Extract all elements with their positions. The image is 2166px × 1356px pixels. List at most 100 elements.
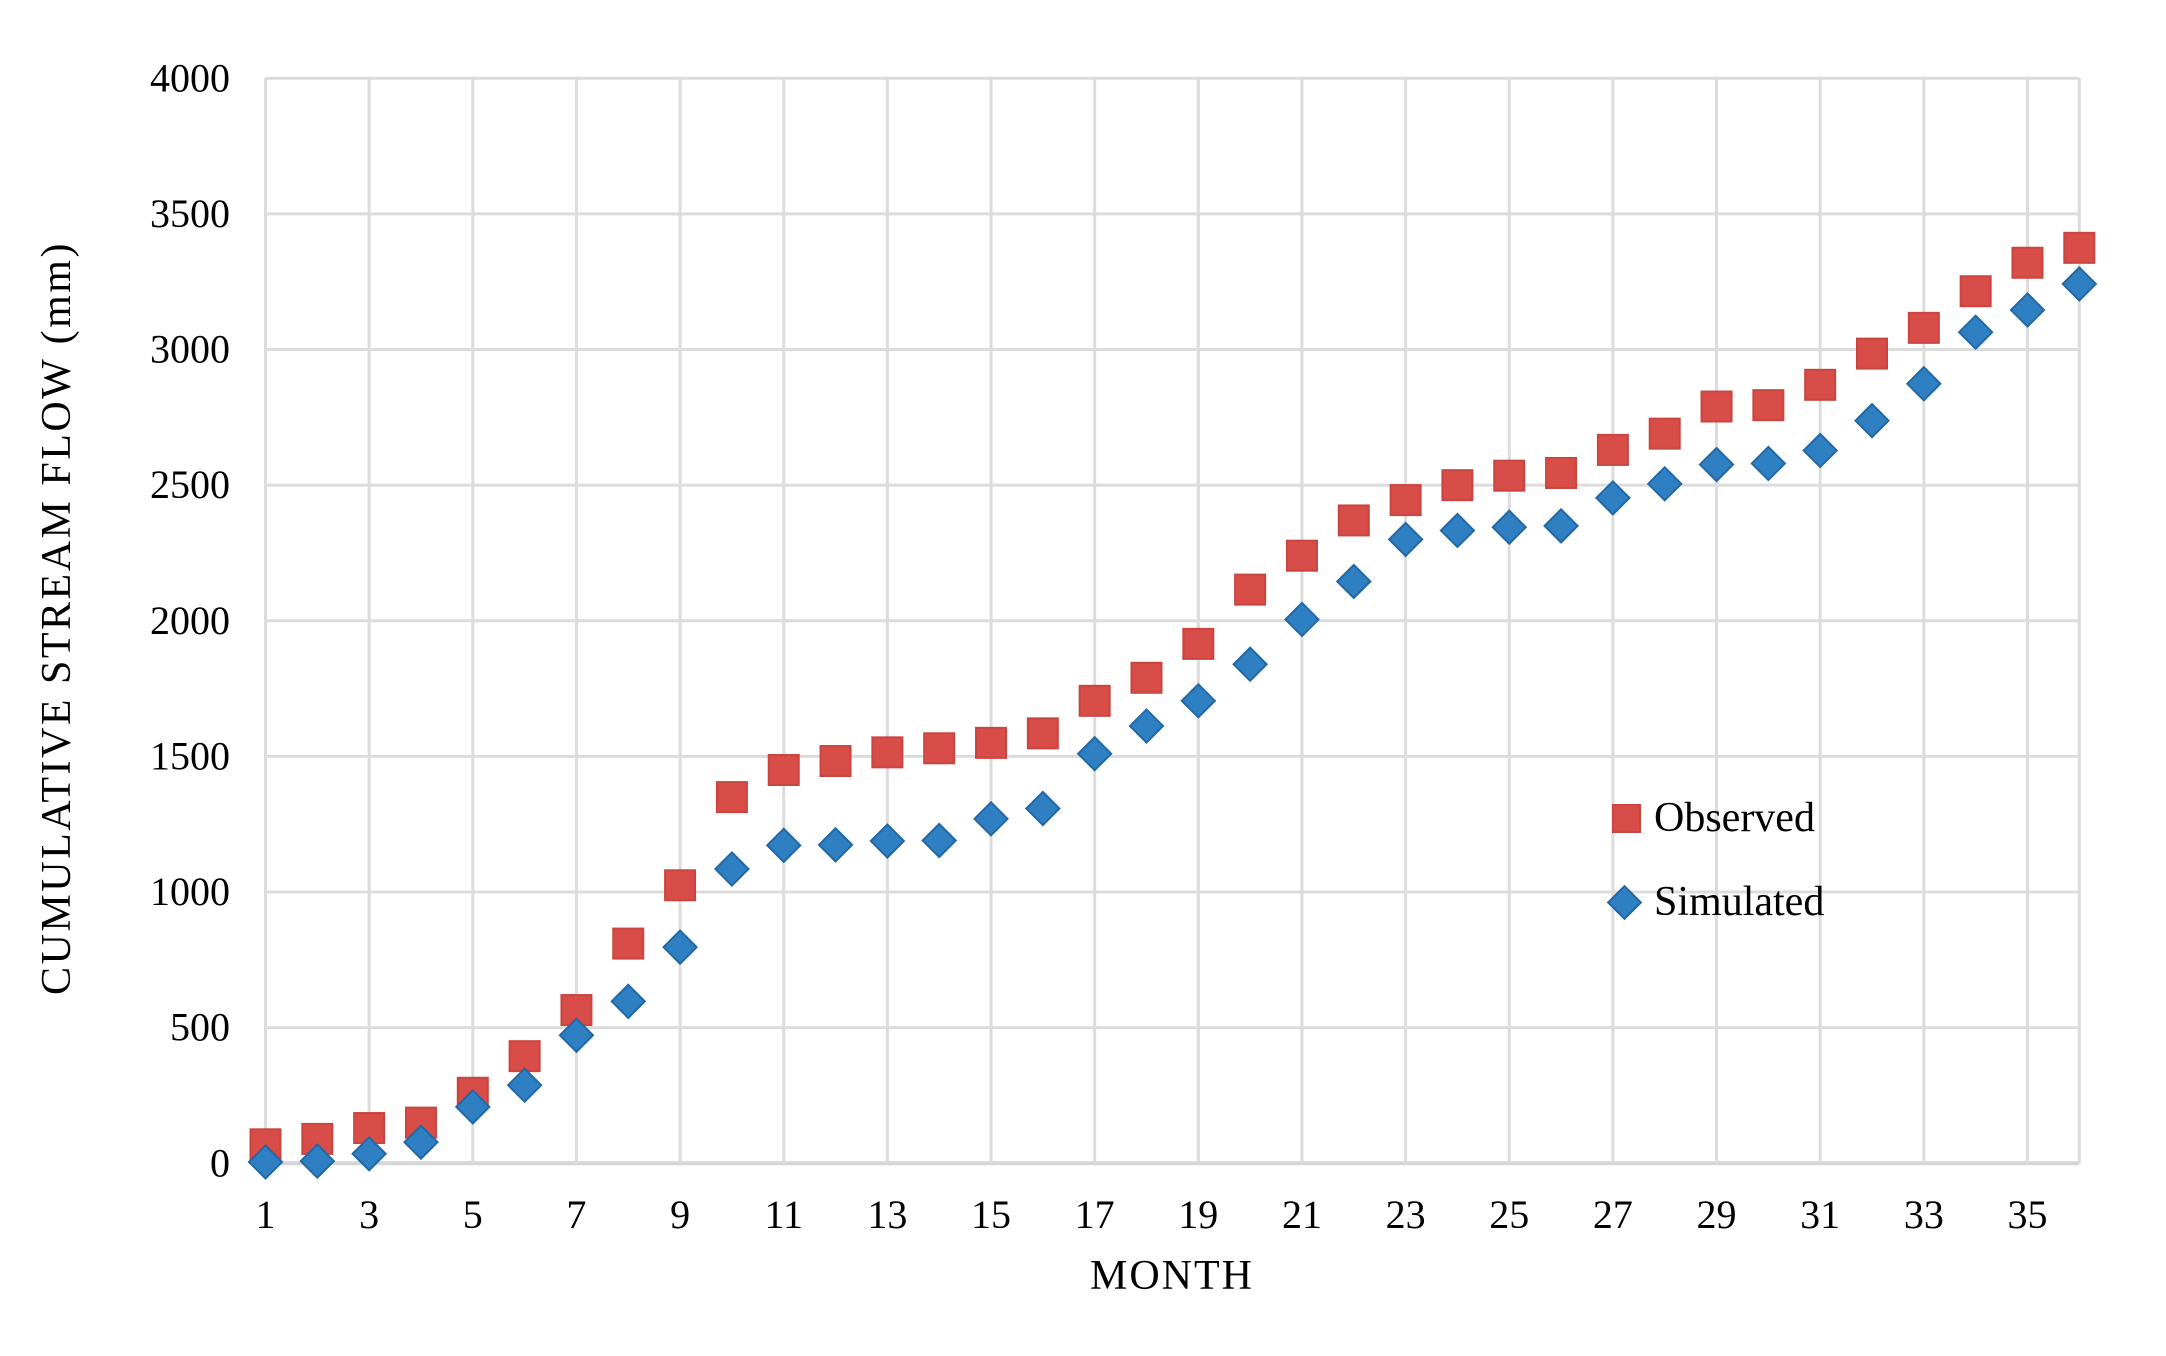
simulated-point [1128, 708, 1165, 745]
legend-marker-box [1612, 803, 1646, 833]
y-tick-label: 1000 [150, 869, 230, 914]
y-tick-label: 500 [170, 1005, 230, 1050]
x-tick-label: 21 [1282, 1192, 1322, 1237]
simulated-point [1646, 465, 1683, 502]
observed-point [1337, 504, 1370, 537]
y-axis-title: CUMULATIVE STREAM FLOW (mm) [34, 241, 80, 995]
y-tick-label: 2000 [150, 598, 230, 643]
simulated-point [1283, 601, 1320, 638]
x-tick-label: 13 [867, 1192, 907, 1237]
observed-point [923, 732, 956, 765]
simulated-point [765, 827, 802, 864]
observed-point [1182, 627, 1215, 660]
simulated-point [1232, 646, 1269, 683]
simulated-point [506, 1067, 543, 1104]
observed-point [715, 781, 748, 814]
simulated-point [1957, 314, 1994, 351]
simulated-point [869, 823, 906, 860]
simulated-point [1543, 507, 1580, 544]
simulated-point [1905, 365, 1942, 402]
x-axis-title: MONTH [1090, 1253, 1254, 1299]
x-tick-label: 31 [1800, 1192, 1840, 1237]
simulated-point [299, 1143, 336, 1180]
observed-point [1907, 311, 1940, 344]
observed-point [1752, 389, 1785, 422]
x-tick-label: 29 [1697, 1192, 1737, 1237]
y-tick-label: 4000 [150, 55, 230, 100]
observed-point [664, 869, 697, 902]
simulated-point [403, 1124, 439, 1161]
observed-point [1648, 417, 1681, 450]
observed-point [1441, 469, 1474, 502]
simulated-point [610, 983, 647, 1020]
observed-point [1026, 717, 1059, 750]
simulated-point [1802, 432, 1839, 469]
x-tick-label: 11 [764, 1192, 803, 1237]
simulated-point [1854, 402, 1890, 439]
observed-point [871, 736, 904, 769]
simulated-point [1750, 445, 1787, 482]
y-tick-label: 3500 [150, 191, 230, 236]
simulated-diamond-icon [1606, 884, 1643, 920]
observed-point [1804, 368, 1837, 401]
x-tick-label: 19 [1178, 1192, 1218, 1237]
simulated-point [1076, 735, 1113, 772]
x-tick-label: 15 [971, 1192, 1011, 1237]
legend-marker-box [1606, 884, 1646, 920]
y-tick-label: 1500 [150, 733, 230, 778]
observed-point [1389, 484, 1422, 517]
simulated-point [558, 1017, 595, 1054]
simulated-point [454, 1088, 491, 1125]
x-tick-label: 7 [566, 1192, 586, 1237]
x-tick-label: 9 [670, 1192, 690, 1237]
observed-point [1078, 684, 1111, 717]
observed-point [1285, 539, 1318, 572]
simulated-point [1387, 521, 1424, 558]
simulated-point [713, 851, 750, 887]
x-tick-label: 1 [256, 1192, 276, 1237]
simulated-point [2009, 291, 2046, 328]
observed-square-icon [1612, 803, 1641, 833]
simulated-point [1024, 790, 1061, 827]
simulated-point [1698, 446, 1735, 483]
observed-point [1130, 661, 1163, 694]
observed-point [819, 745, 852, 778]
x-tick-label: 23 [1386, 1192, 1426, 1237]
legend-label-observed: Observed [1654, 795, 1815, 841]
x-tick-label: 35 [2007, 1192, 2047, 1237]
legend-label-simulated: Simulated [1654, 879, 1825, 925]
simulated-point [973, 800, 1009, 837]
y-tick-label: 0 [210, 1140, 230, 1185]
simulated-point [2061, 265, 2098, 302]
observed-point [612, 927, 645, 960]
simulated-point [1180, 682, 1217, 719]
simulated-point [921, 822, 958, 859]
x-tick-label: 27 [1593, 1192, 1633, 1237]
observed-point [975, 726, 1008, 759]
observed-point [1596, 433, 1629, 466]
simulated-point [817, 826, 854, 863]
observed-point [508, 1040, 541, 1073]
simulated-point [662, 929, 699, 966]
y-tick-label: 3000 [150, 327, 230, 372]
x-tick-label: 5 [463, 1192, 483, 1237]
simulated-point [1594, 479, 1631, 516]
observed-point [1234, 573, 1267, 606]
simulated-point [1335, 563, 1372, 600]
y-tick-label: 2500 [150, 462, 230, 507]
observed-point [1959, 275, 1992, 308]
x-tick-label: 3 [359, 1192, 379, 1237]
observed-point [767, 753, 800, 786]
legend-item-observed: Observed [1612, 790, 1824, 846]
observed-point [1545, 456, 1578, 489]
simulated-point [1491, 509, 1528, 546]
legend: Observed Simulated [1606, 790, 1825, 930]
x-tick-label: 33 [1904, 1192, 1944, 1237]
x-tick-label: 25 [1489, 1192, 1529, 1237]
legend-item-simulated: Simulated [1606, 874, 1825, 930]
x-tick-label: 17 [1075, 1192, 1115, 1237]
simulated-point [247, 1143, 284, 1180]
observed-point [1856, 337, 1889, 370]
